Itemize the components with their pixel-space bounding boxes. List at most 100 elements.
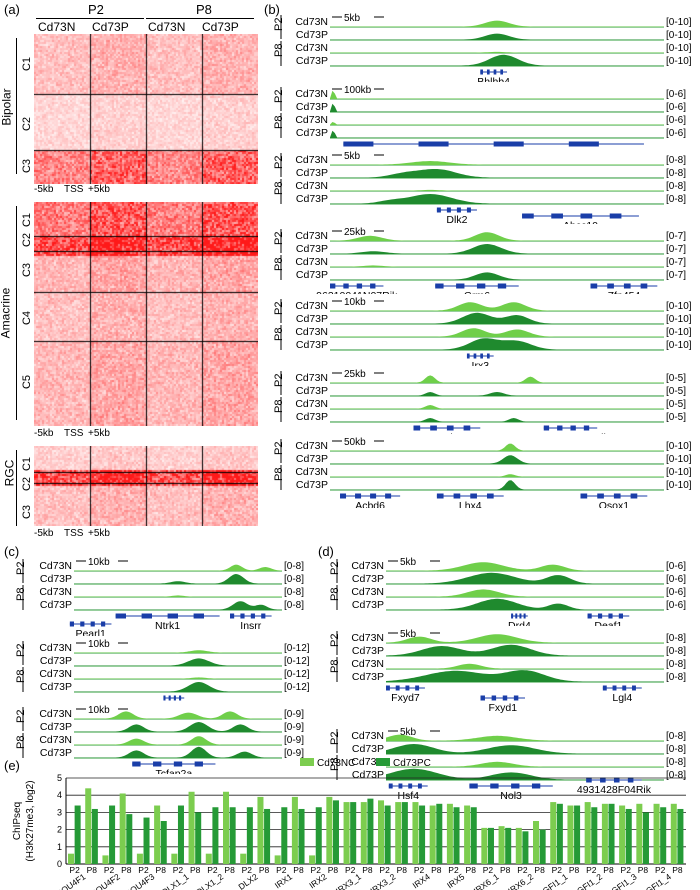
ytick-label-4: 4 xyxy=(57,790,62,800)
bar-GFI1_3-P8-Cd73NC xyxy=(636,803,643,864)
track-label-1: Cd73N xyxy=(295,372,328,384)
signal-track-2 xyxy=(386,572,664,584)
bar-GFI1_2-P8-Cd73NC xyxy=(601,803,608,864)
bar-GFI1_4-P8-Cd73NC xyxy=(670,803,677,864)
signal-track-2 xyxy=(74,722,282,732)
gene-label-Fxyd1: Fxyd1 xyxy=(488,702,517,714)
range-label-3: [0-9] xyxy=(284,735,304,746)
range-label-4: [0-6] xyxy=(666,128,686,139)
track-label-4: Cd73P xyxy=(296,269,328,281)
stage-p8: P8 xyxy=(273,328,285,341)
bar-IRX1-P8-Cd73PC xyxy=(298,808,305,864)
signal-track-2 xyxy=(330,103,664,112)
signal-track-1 xyxy=(330,161,664,165)
legend-swatch-Cd73PC xyxy=(376,758,390,766)
track-label-3: Cd73N xyxy=(295,326,328,338)
signal-track-1 xyxy=(330,375,664,383)
bar-POU4F3-P2-Cd73NC xyxy=(136,853,143,864)
track-label-1: Cd73N xyxy=(39,642,72,654)
scale-label: 5kb xyxy=(400,557,417,568)
signal-track-2 xyxy=(74,574,282,584)
stage-label-IRX2-P2: P2 xyxy=(311,865,322,875)
range-label-3: [0-12] xyxy=(284,669,310,680)
exon xyxy=(543,425,550,431)
exon xyxy=(480,353,483,359)
axis-right-rgc: +5kb xyxy=(88,528,110,539)
exon xyxy=(580,493,588,499)
rgc-c2: C2 xyxy=(21,476,34,492)
exon xyxy=(230,613,235,619)
stage-p2: P2 xyxy=(329,634,341,647)
heatmap-rgc xyxy=(34,446,258,526)
stage-p8-label: P8 xyxy=(196,2,212,17)
track-label-3: Cd73N xyxy=(295,466,328,478)
panel-c-letter: (c) xyxy=(4,544,20,559)
signal-track-4 xyxy=(330,418,664,422)
bar-IRX4-P8-Cd73PC xyxy=(436,803,443,864)
stage-label-IRX5-P8: P8 xyxy=(466,865,477,875)
exon xyxy=(597,613,603,619)
track-label-4: Cd73P xyxy=(296,339,328,351)
p8-bracket xyxy=(146,18,254,19)
exon xyxy=(343,283,349,289)
signal-track-1 xyxy=(330,302,664,311)
track-label-4: Cd73P xyxy=(352,671,384,683)
gene-label-Bhlhb4: Bhlhb4 xyxy=(477,76,510,82)
signal-track-3 xyxy=(74,677,282,679)
bar-GFI1_4-P8-Cd73PC xyxy=(677,808,684,864)
track-label-4: Cd73P xyxy=(352,599,384,611)
range-label-1: [0-7] xyxy=(666,231,686,242)
exon xyxy=(600,777,606,783)
signal-track-1 xyxy=(74,650,282,653)
scale-label: 10kb xyxy=(88,705,110,716)
exon xyxy=(456,207,461,213)
ytick-label-1: 1 xyxy=(57,842,62,852)
track-label-4: Cd73P xyxy=(40,747,72,759)
bar-IRX2-P2-Cd73NC xyxy=(309,855,316,864)
exon xyxy=(570,425,576,431)
stage-label-POU4F2-P8: P8 xyxy=(121,865,132,875)
stage-label-GFI1_1-P2: P2 xyxy=(552,865,563,875)
stage-p8: P8 xyxy=(273,44,285,57)
range-label-2: [0-6] xyxy=(666,102,686,113)
axis-left-bipolar: -5kb xyxy=(34,184,54,195)
track-label-3: Cd73N xyxy=(351,658,384,670)
stage-label-IRX2-P8: P8 xyxy=(328,865,339,875)
stage-p2: P2 xyxy=(15,644,27,657)
gene-label-Deaf1: Deaf1 xyxy=(594,620,622,626)
exon xyxy=(173,695,176,701)
range-label-1: [0-10] xyxy=(666,441,692,452)
exon xyxy=(557,425,563,431)
exon xyxy=(551,213,563,219)
range-label-3: [0-8] xyxy=(666,181,686,192)
exon xyxy=(240,613,245,619)
track-label-4: Cd73P xyxy=(296,479,328,491)
legend-swatch-Cd73NC xyxy=(300,758,314,766)
group-amacrine: Amacrine xyxy=(0,287,13,339)
range-label-1: [0-8] xyxy=(284,561,304,572)
track-label-2: Cd73P xyxy=(296,29,328,41)
range-label-4: [0-10] xyxy=(666,340,692,351)
bar-IRX3_1-P8-Cd73PC xyxy=(367,798,374,864)
bar-POU4F2-P8-Cd73NC xyxy=(119,793,126,864)
signal-track-4 xyxy=(330,480,664,490)
exon xyxy=(141,613,152,619)
bar-GFI1_2-P2-Cd73PC xyxy=(591,807,598,864)
bipolar-bracket xyxy=(16,38,17,174)
signal-track-4 xyxy=(74,682,282,692)
range-label-4: [0-8] xyxy=(284,600,304,611)
gene-label-4930471M23Rik: 4930471M23Rik xyxy=(532,432,609,434)
bar-POU4F2-P2-Cd73NC xyxy=(102,855,109,864)
range-label-3: [0-10] xyxy=(666,43,692,54)
stage-label-GFI1_2-P2: P2 xyxy=(586,865,597,875)
scale-label: 10kb xyxy=(344,297,366,308)
range-label-1: [0-5] xyxy=(666,373,686,384)
signal-track-3 xyxy=(330,265,664,267)
signal-track-3 xyxy=(386,663,664,669)
exon xyxy=(250,613,255,619)
bar-IRX2-P8-Cd73NC xyxy=(326,796,333,864)
track-label-3: Cd73N xyxy=(351,586,384,598)
exon xyxy=(580,213,593,219)
bar-POU4F1-P2-Cd73NC xyxy=(68,853,75,864)
